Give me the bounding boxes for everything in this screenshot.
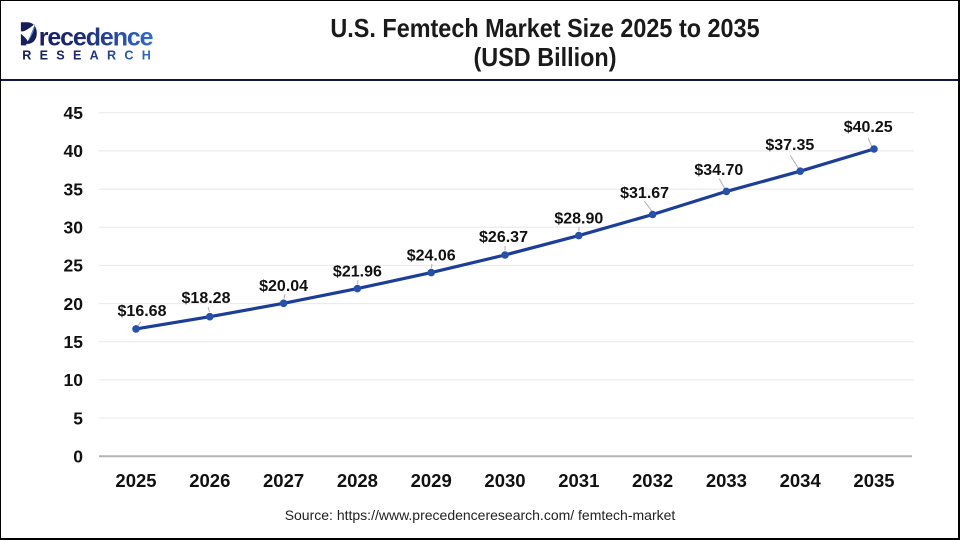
- svg-text:40: 40: [64, 141, 84, 161]
- svg-text:2027: 2027: [263, 470, 304, 491]
- svg-text:20: 20: [64, 294, 84, 314]
- svg-text:2029: 2029: [411, 470, 452, 491]
- svg-text:0: 0: [73, 447, 83, 467]
- svg-text:30: 30: [64, 218, 84, 238]
- svg-text:$18.28: $18.28: [182, 290, 231, 307]
- svg-text:10: 10: [64, 370, 84, 390]
- svg-text:recedence: recedence: [39, 24, 154, 52]
- svg-text:$37.35: $37.35: [765, 137, 814, 154]
- svg-text:RESEARCH: RESEARCH: [22, 48, 159, 62]
- svg-text:$28.90: $28.90: [554, 210, 603, 227]
- svg-text:$24.06: $24.06: [407, 248, 456, 265]
- svg-text:45: 45: [64, 103, 84, 123]
- svg-text:$21.96: $21.96: [333, 264, 382, 281]
- svg-text:2035: 2035: [853, 470, 894, 491]
- svg-text:$26.37: $26.37: [479, 229, 528, 246]
- svg-text:15: 15: [64, 332, 84, 352]
- svg-text:2032: 2032: [632, 470, 673, 491]
- svg-text:2031: 2031: [558, 470, 599, 491]
- svg-text:2030: 2030: [484, 470, 525, 491]
- svg-text:2028: 2028: [337, 470, 378, 491]
- svg-text:2034: 2034: [780, 470, 822, 491]
- svg-text:$34.70: $34.70: [694, 162, 743, 179]
- svg-text:$20.04: $20.04: [259, 278, 308, 295]
- svg-text:2025: 2025: [115, 470, 156, 491]
- svg-text:$31.67: $31.67: [620, 185, 669, 202]
- svg-text:5: 5: [73, 408, 83, 428]
- svg-text:35: 35: [64, 179, 84, 199]
- svg-text:2026: 2026: [189, 470, 230, 491]
- svg-text:25: 25: [64, 256, 84, 276]
- svg-text:$16.68: $16.68: [118, 303, 167, 320]
- svg-text:2033: 2033: [706, 470, 747, 491]
- svg-text:$40.25: $40.25: [844, 119, 893, 136]
